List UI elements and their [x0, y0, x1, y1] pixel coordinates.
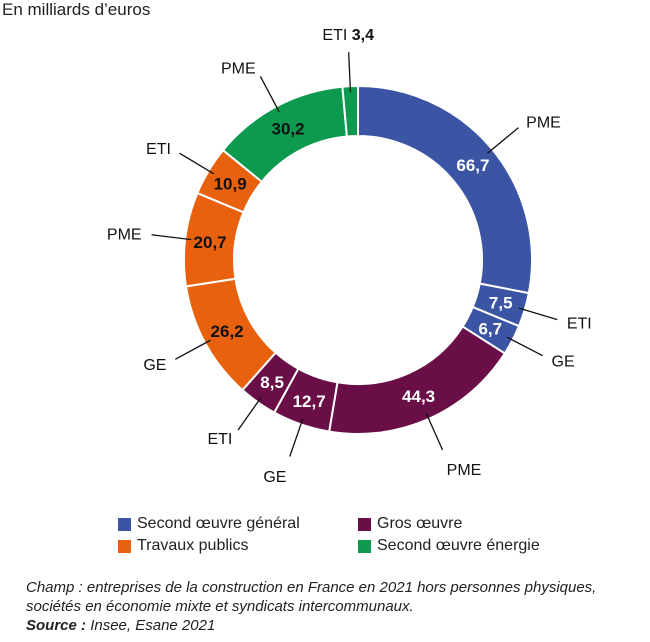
slice-category-label: ETI	[207, 431, 232, 448]
slice-value-label: 66,7	[456, 156, 489, 175]
leader-line	[179, 152, 215, 175]
slice-value-label: 6,7	[478, 320, 502, 339]
legend-label: Gros œuvre	[377, 515, 463, 532]
slice-value-label: 7,5	[489, 294, 513, 313]
category-text: PME	[526, 114, 561, 131]
slice-value-label: 30,2	[271, 119, 304, 138]
legend-item: Gros œuvre	[358, 515, 598, 533]
slice-category-label: GE	[263, 469, 286, 486]
slice-category-label: PME	[447, 462, 482, 479]
category-text: PME	[107, 227, 142, 244]
legend-swatch	[118, 517, 131, 531]
slice-category-label: ETI	[567, 315, 592, 332]
leader-line	[506, 336, 543, 357]
legend-label: Travaux publics	[137, 537, 249, 554]
donut-slice	[341, 84, 359, 138]
leader-line	[174, 339, 211, 360]
slice-category-label: ETI 3,4	[322, 27, 374, 44]
champ-text: entreprises de la construction en France…	[26, 579, 597, 615]
source-label: Source :	[26, 617, 87, 634]
legend-item: Travaux publics	[118, 537, 358, 555]
category-text: ETI	[207, 431, 232, 448]
slice-category-label: PME	[526, 114, 561, 131]
slice-category-label: GE	[552, 353, 575, 370]
legend: Second œuvre général Gros œuvre Travaux …	[118, 515, 598, 555]
category-text: ETI	[567, 315, 592, 332]
slice-category-label: GE	[143, 357, 166, 374]
champ-label: Champ :	[26, 579, 83, 596]
slice-value-label: 44,3	[402, 387, 435, 406]
category-text: PME	[447, 462, 482, 479]
leader-line	[237, 396, 262, 431]
category-text: GE	[143, 357, 166, 374]
slice-value-label: 12,7	[293, 392, 326, 411]
category-text: GE	[552, 353, 575, 370]
legend-swatch	[118, 539, 131, 553]
legend-item: Second œuvre général	[118, 515, 358, 533]
category-text: ETI	[322, 27, 347, 44]
donut-slice	[328, 325, 507, 435]
legend-swatch	[358, 539, 371, 553]
slice-value-label: 10,9	[214, 175, 247, 194]
slice-value-label: 26,2	[211, 322, 244, 341]
slice-value-label: 8,5	[260, 373, 284, 392]
leader-line	[259, 76, 280, 112]
legend-item: Second œuvre énergie	[358, 537, 598, 555]
source-text: Insee, Esane 2021	[90, 617, 216, 634]
category-text: ETI	[146, 141, 171, 158]
slice-category-label: PME	[107, 227, 142, 244]
chart-subtitle: En milliards d’euros	[2, 0, 151, 19]
slice-value-label: 20,7	[194, 233, 227, 252]
legend-swatch	[358, 517, 371, 531]
category-text: GE	[263, 469, 286, 486]
leader-line	[151, 234, 192, 241]
leader-line	[487, 127, 519, 154]
slice-category-label: ETI	[146, 141, 171, 158]
leader-line	[289, 418, 304, 457]
donut-slice	[357, 84, 533, 295]
donut-chart: 66,7 PME 7,5 ETI 6,7 GE 44,3 PME 12,7 GE 8,5 ETI 26,…	[107, 27, 592, 486]
legend-label: Second œuvre énergie	[377, 537, 540, 554]
legend-label: Second œuvre général	[137, 515, 300, 532]
footnote: Champ : entreprises de la construction e…	[26, 578, 650, 635]
slice-value-label: 3,4	[347, 27, 374, 44]
leader-line	[348, 52, 352, 93]
leader-line	[425, 413, 444, 451]
slice-category-label: PME	[221, 61, 256, 78]
category-text: PME	[221, 61, 256, 78]
leader-line	[518, 307, 558, 321]
